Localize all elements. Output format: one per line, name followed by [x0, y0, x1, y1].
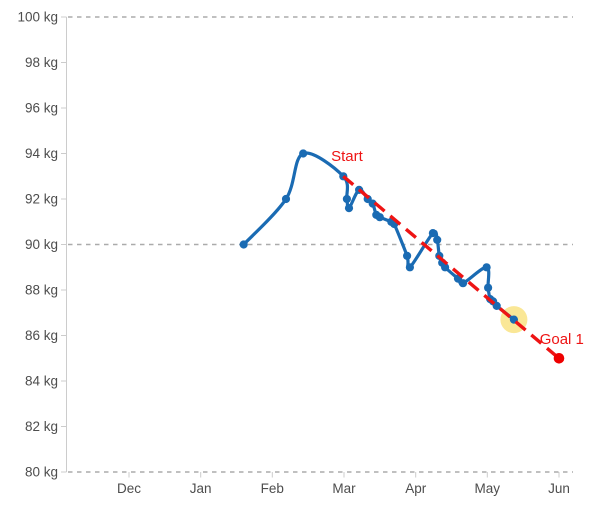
y-tick-label: 82 kg: [25, 419, 58, 434]
y-tick-label: 96 kg: [25, 101, 58, 116]
y-tick-label: 86 kg: [25, 328, 58, 343]
data-point[interactable]: [492, 301, 501, 310]
data-point[interactable]: [299, 149, 308, 158]
y-tick-label: 90 kg: [25, 237, 58, 252]
data-point[interactable]: [403, 251, 412, 260]
x-tick-label: Apr: [405, 481, 427, 496]
data-point[interactable]: [405, 263, 414, 272]
x-tick-label: Feb: [261, 481, 284, 496]
y-tick-label: 88 kg: [25, 283, 58, 298]
x-tick-label: Mar: [332, 481, 356, 496]
data-point[interactable]: [428, 229, 437, 238]
y-tick-label: 80 kg: [25, 465, 58, 480]
y-tick-label: 94 kg: [25, 146, 58, 161]
data-point[interactable]: [239, 240, 248, 249]
x-tick-label: Jan: [190, 481, 212, 496]
x-tick-label: Dec: [117, 481, 141, 496]
data-point[interactable]: [441, 263, 450, 272]
y-tick-label: 98 kg: [25, 55, 58, 70]
goal-trend-line: [342, 175, 561, 360]
data-point[interactable]: [484, 283, 493, 292]
goal-point[interactable]: [553, 353, 565, 364]
annotation-start: Start: [331, 148, 364, 165]
weight-line: [242, 151, 516, 322]
x-tick-label: Jun: [548, 481, 570, 496]
y-tick-label: 84 kg: [25, 374, 58, 389]
data-point[interactable]: [433, 235, 442, 244]
data-point[interactable]: [458, 279, 468, 288]
x-tick-label: May: [475, 481, 501, 496]
data-point[interactable]: [482, 263, 491, 272]
annotation-goal: Goal 1: [540, 331, 584, 348]
y-tick-label: 100 kg: [17, 10, 58, 25]
data-point[interactable]: [375, 213, 384, 222]
y-tick-label: 92 kg: [25, 192, 58, 207]
data-point[interactable]: [281, 194, 291, 204]
data-point[interactable]: [368, 199, 377, 208]
data-point[interactable]: [342, 194, 351, 204]
data-point[interactable]: [344, 204, 354, 213]
